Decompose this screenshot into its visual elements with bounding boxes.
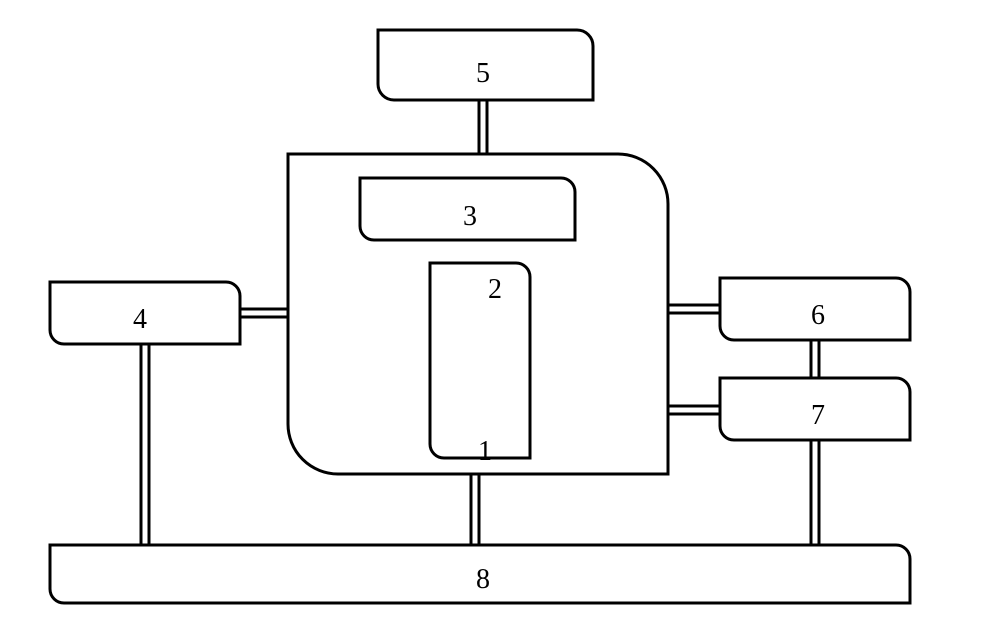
node-n3-label: 3 (463, 201, 477, 232)
node-n8-label: 8 (476, 564, 490, 595)
edge-e4 (811, 340, 819, 378)
node-n5-label: 5 (476, 58, 490, 89)
edge-e2 (240, 309, 288, 317)
node-n6-label: 6 (811, 300, 825, 331)
node-n1-label: 1 (478, 436, 492, 467)
node-n4-label: 4 (133, 304, 147, 335)
edge-e6 (471, 474, 479, 545)
node-n2 (430, 263, 530, 458)
node-n7-label: 7 (811, 400, 825, 431)
node-n2-label: 2 (488, 274, 502, 305)
block-diagram: 1 2 3 4 5 6 7 8 (0, 0, 1000, 619)
edge-e8 (811, 440, 819, 545)
edge-e5 (668, 406, 720, 414)
edge-e3 (668, 305, 720, 313)
edge-e7 (141, 344, 149, 545)
edge-e1 (479, 100, 487, 154)
